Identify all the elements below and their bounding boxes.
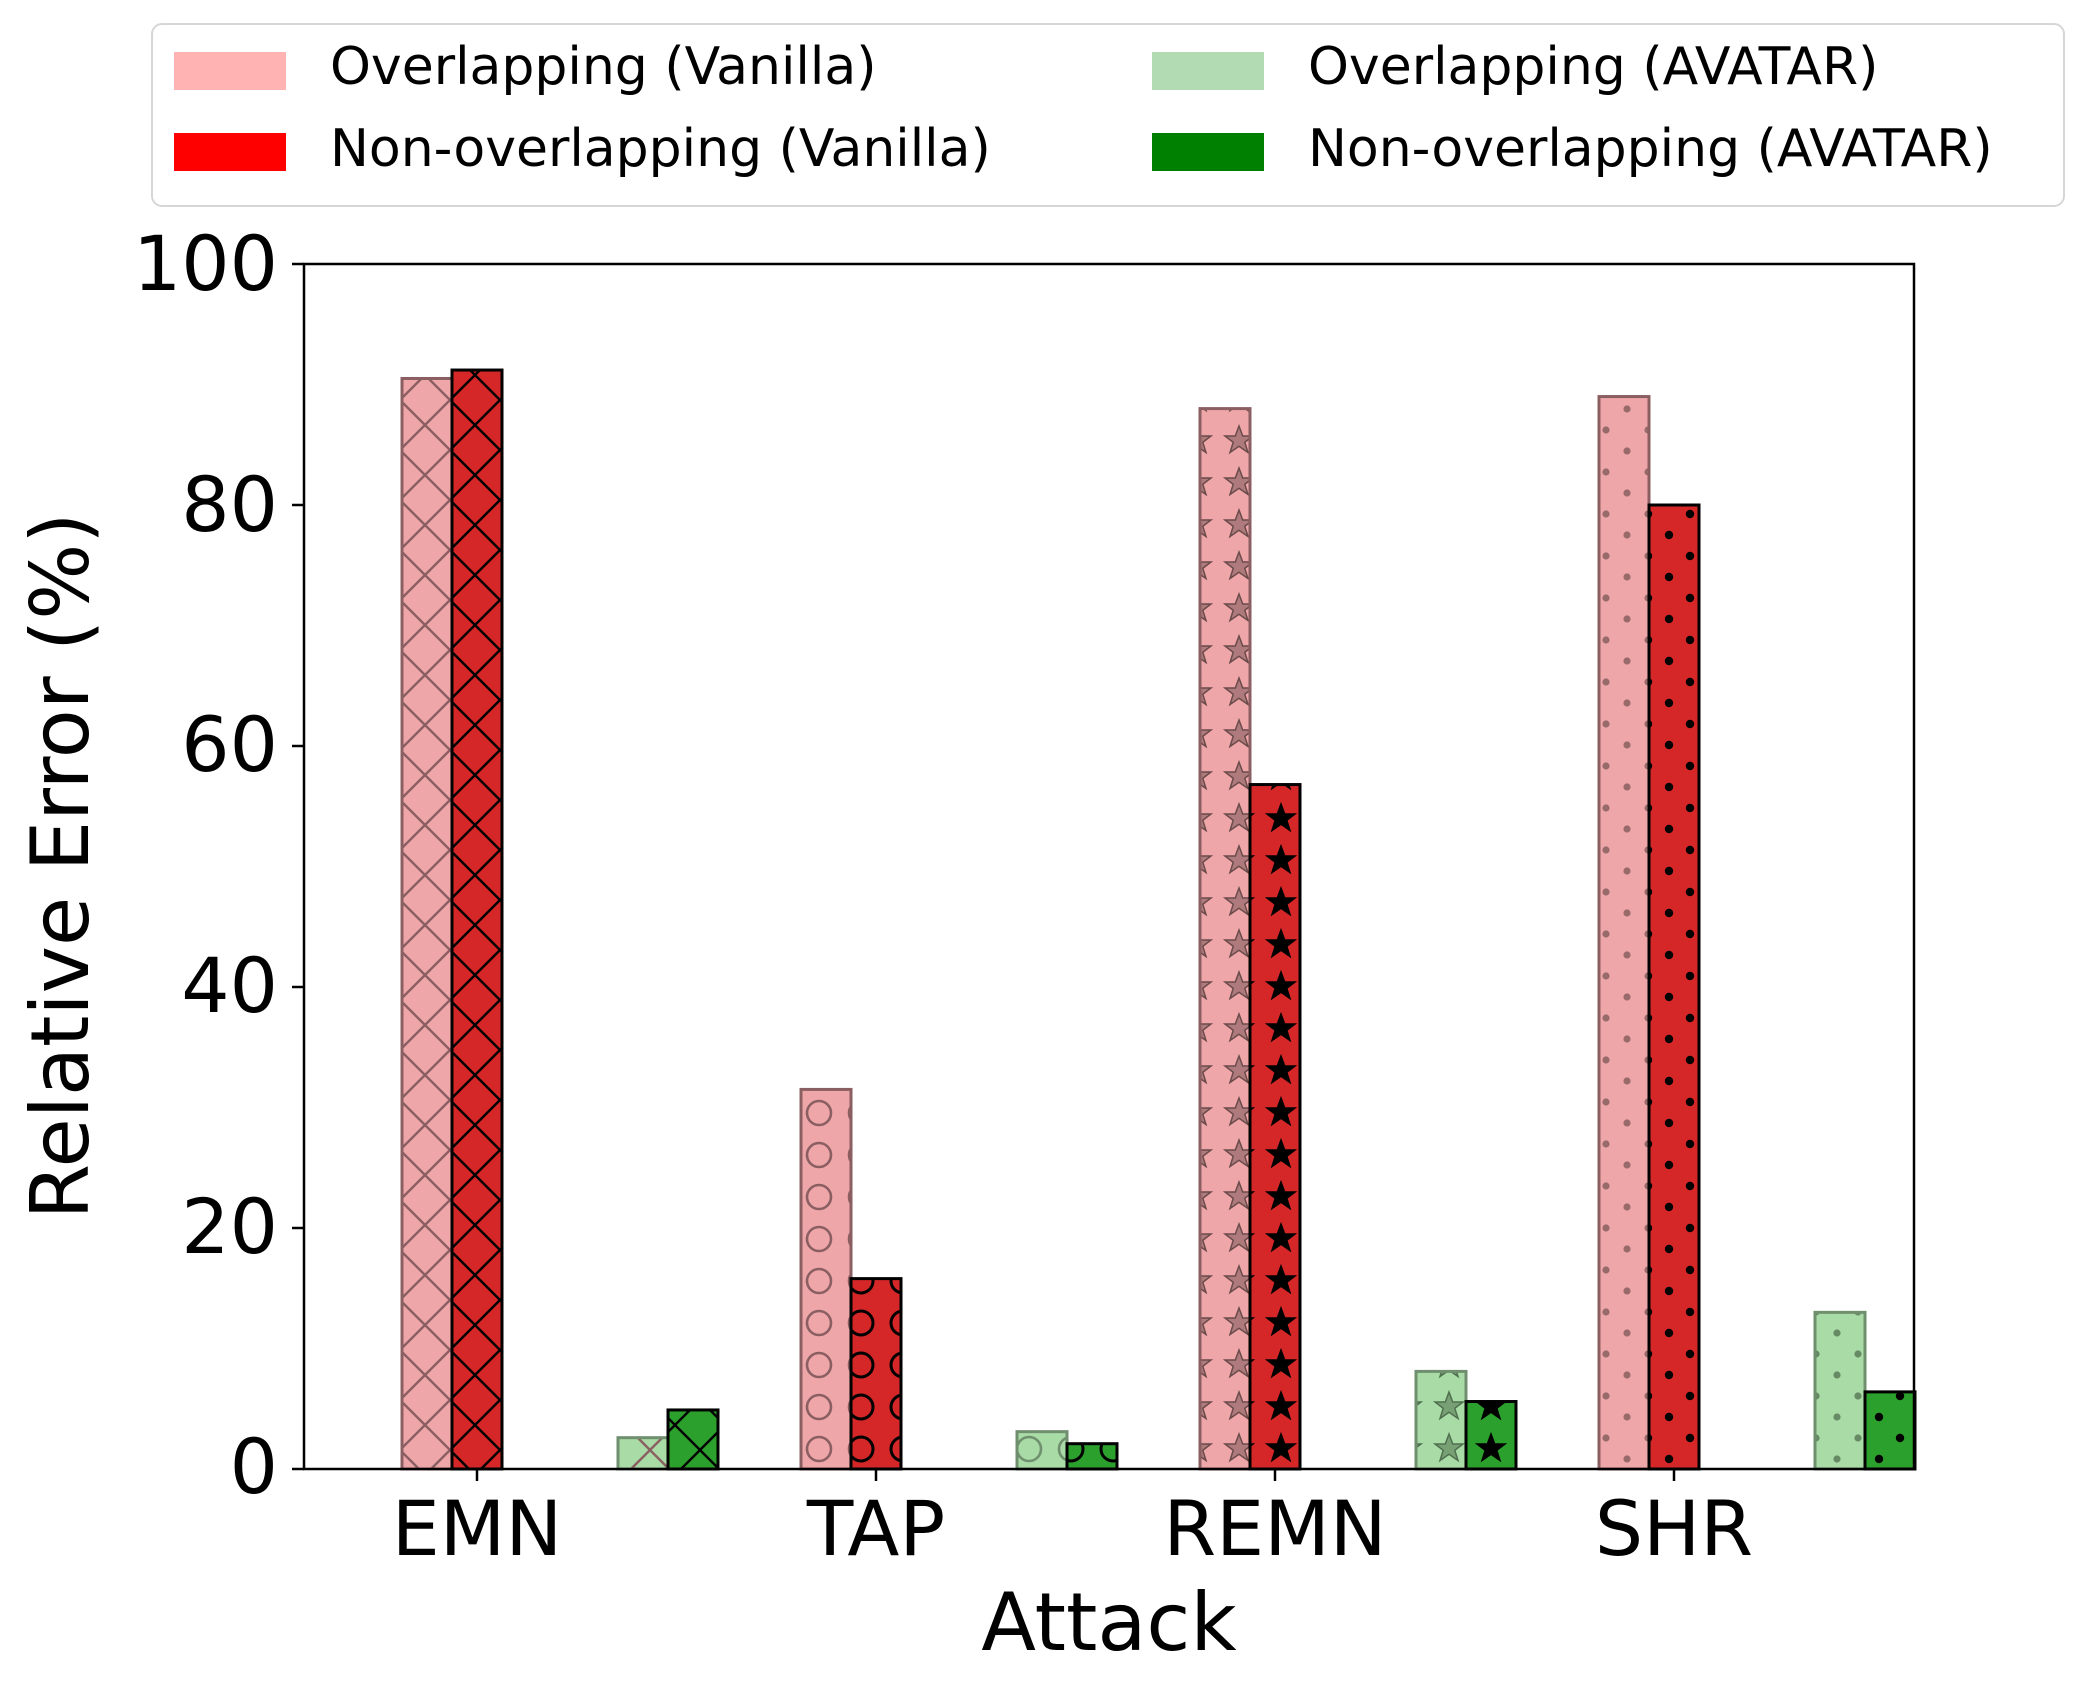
x-tick-label-remn: REMN	[1163, 1484, 1386, 1573]
legend-swatch-overlapping-vanilla	[174, 52, 286, 90]
legend-swatch-overlapping-avatar	[1152, 52, 1264, 90]
bar-hatch	[1597, 395, 1651, 1471]
y-tick-label: 60	[181, 700, 278, 789]
bar-hatch	[1464, 1400, 1518, 1471]
bar-non-overlapping-avatar-emn	[666, 1408, 720, 1471]
bar-hatch	[616, 1436, 670, 1471]
y-axis-label: Relative Error (%)	[14, 513, 107, 1220]
bar-overlapping-vanilla-tap	[799, 1087, 853, 1471]
x-tick-labels: EMN TAP REMN SHR	[392, 1484, 1753, 1573]
bar-non-overlapping-vanilla-emn	[450, 368, 504, 1471]
y-tick-label: 20	[181, 1182, 278, 1271]
bar-non-overlapping-avatar-shr	[1863, 1390, 1917, 1471]
y-tick-label: 0	[230, 1422, 278, 1511]
plot-frame	[302, 262, 1916, 1471]
bar-hatch	[1198, 407, 1252, 1471]
x-tick-label-emn: EMN	[392, 1484, 562, 1573]
y-tick-label: 100	[133, 219, 278, 308]
bar-non-overlapping-vanilla-tap	[849, 1277, 903, 1471]
bar-hatch	[1248, 783, 1302, 1471]
legend-label-overlapping-avatar: Overlapping (AVATAR)	[1308, 37, 1878, 97]
bar-hatch	[400, 376, 454, 1471]
bar-non-overlapping-avatar-remn	[1464, 1400, 1518, 1471]
bar-non-overlapping-avatar-tap	[1065, 1442, 1119, 1471]
bar-hatch	[849, 1277, 903, 1471]
y-tick-marks	[292, 262, 304, 1471]
legend-label-overlapping-vanilla: Overlapping (Vanilla)	[330, 37, 876, 97]
y-tick-labels: 0 20 40 60 80 100	[133, 219, 278, 1511]
bar-overlapping-avatar-remn	[1414, 1369, 1468, 1471]
bar-overlapping-avatar-tap	[1015, 1430, 1069, 1471]
x-axis-label: Attack	[981, 1576, 1237, 1669]
bar-hatch	[1813, 1310, 1867, 1471]
bar-hatch	[1647, 503, 1701, 1471]
bar-overlapping-vanilla-shr	[1597, 395, 1651, 1471]
legend-frame	[151, 23, 2065, 207]
x-tick-marks	[475, 1469, 1676, 1481]
bar-hatch	[666, 1408, 720, 1471]
bar-hatch	[799, 1087, 853, 1471]
bar-hatch	[450, 368, 504, 1471]
legend: Overlapping (Vanilla) Non-overlapping (V…	[151, 23, 2065, 207]
bar-overlapping-vanilla-emn	[400, 376, 454, 1471]
x-tick-label-tap: TAP	[806, 1484, 945, 1573]
bar-non-overlapping-vanilla-shr	[1647, 503, 1701, 1471]
y-tick-label: 40	[181, 941, 278, 1030]
bar-hatch	[1414, 1369, 1468, 1471]
bar-hatch	[1065, 1442, 1119, 1471]
bar-non-overlapping-vanilla-remn	[1248, 783, 1302, 1471]
bar-hatch	[1015, 1430, 1069, 1471]
bar-overlapping-vanilla-remn	[1198, 407, 1252, 1471]
bars	[400, 368, 1917, 1471]
x-tick-label-shr: SHR	[1595, 1484, 1753, 1573]
bar-overlapping-avatar-shr	[1813, 1310, 1867, 1471]
y-tick-label: 80	[181, 460, 278, 549]
bar-overlapping-avatar-emn	[616, 1436, 670, 1471]
legend-label-non-overlapping-vanilla: Non-overlapping (Vanilla)	[330, 119, 991, 179]
legend-swatch-non-overlapping-vanilla	[174, 133, 286, 171]
legend-swatch-non-overlapping-avatar	[1152, 133, 1264, 171]
legend-label-non-overlapping-avatar: Non-overlapping (AVATAR)	[1308, 119, 1993, 179]
bar-hatch	[1863, 1390, 1917, 1471]
